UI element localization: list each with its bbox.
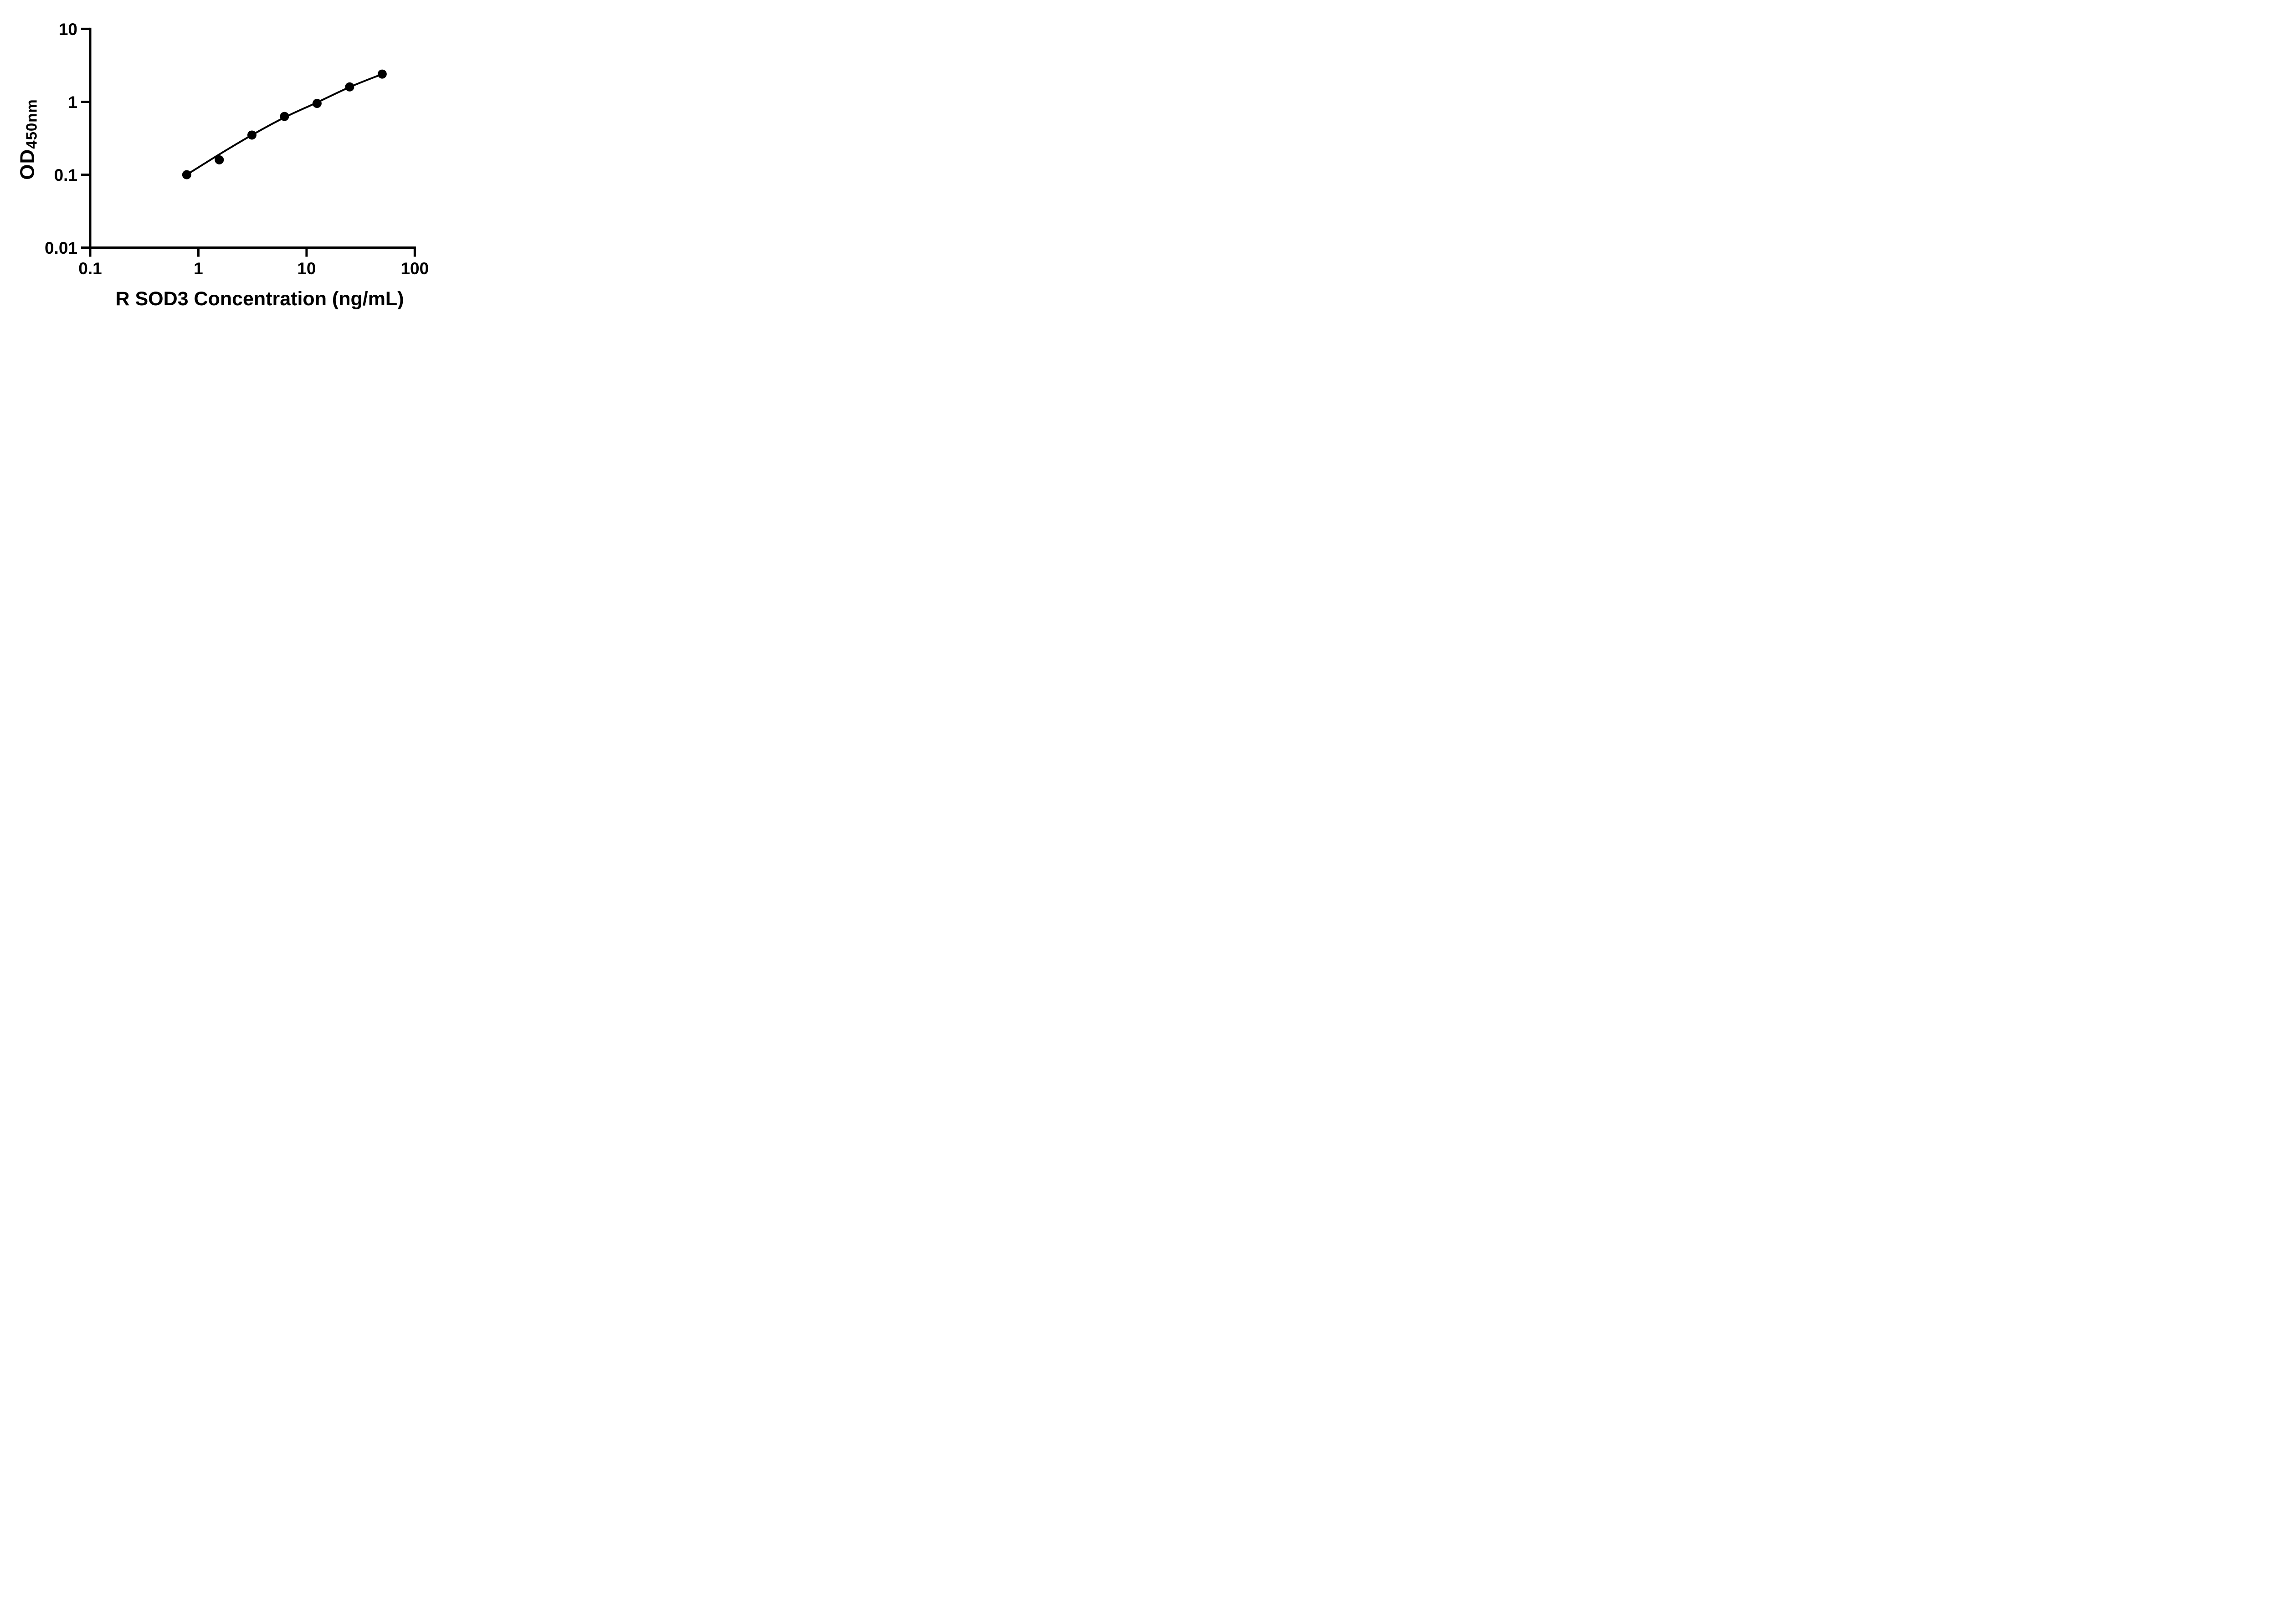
x-axis-title: R SOD3 Concentration (ng/mL)	[115, 288, 404, 310]
y-axis-title-subscript: 450nm	[23, 99, 40, 149]
y-tick-label: 10	[59, 20, 77, 39]
data-point	[377, 69, 387, 79]
y-tick-label: 1	[68, 93, 77, 112]
y-tick-label: 0.01	[45, 239, 77, 257]
elisa-standard-curve-figure: 10 1 0.1 0.01 0.1 1 10 100 OD450nm R SOD3 Conce…	[0, 0, 469, 325]
data-point	[247, 130, 257, 140]
y-axis-title: OD450nm	[16, 99, 40, 180]
x-tick-label: 100	[400, 259, 429, 278]
data-point	[312, 99, 322, 108]
x-tick-label: 1	[194, 259, 203, 278]
y-axis-title-main: OD	[16, 149, 39, 180]
data-point	[345, 82, 354, 92]
y-tick-label: 0.1	[54, 166, 77, 184]
data-point	[182, 170, 191, 179]
x-tick-label: 0.1	[78, 259, 102, 278]
data-point	[215, 155, 224, 164]
x-tick-label: 10	[297, 259, 316, 278]
data-point	[280, 112, 289, 121]
